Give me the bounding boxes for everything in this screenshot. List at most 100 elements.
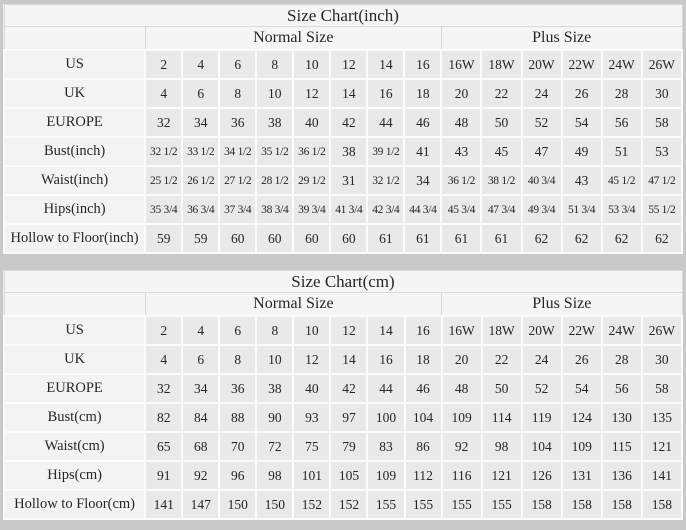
size-value-cell: 2 bbox=[144, 315, 184, 346]
size-value-cell: 53 3/4 bbox=[600, 194, 643, 225]
size-value-cell: 150 bbox=[218, 489, 258, 520]
row-label: Hips(inch) bbox=[2, 194, 146, 225]
size-value-cell: 93 bbox=[292, 402, 332, 433]
size-value-cell: 60 bbox=[255, 223, 295, 254]
size-value-cell: 42 3/4 bbox=[366, 194, 406, 225]
size-value-cell: 114 bbox=[480, 402, 523, 433]
row-label: Waist(cm) bbox=[2, 431, 146, 462]
size-value-cell: 65 bbox=[144, 431, 184, 462]
row-label: Hollow to Floor(cm) bbox=[2, 489, 146, 520]
size-value-cell: 26 bbox=[560, 344, 603, 375]
size-value-cell: 47 3/4 bbox=[480, 194, 523, 225]
size-value-cell: 35 1/2 bbox=[255, 136, 295, 167]
table-row: Hips(inch) 35 3/4 36 3/4 37 3/4 38 3/4 39 3/4… bbox=[2, 194, 684, 225]
size-value-cell: 42 bbox=[329, 107, 369, 138]
group-header-row: Normal Size Plus Size bbox=[3, 26, 683, 51]
size-value-cell: 61 bbox=[440, 223, 483, 254]
size-value-cell: 16 bbox=[403, 49, 443, 80]
size-value-cell: 45 1/2 bbox=[600, 165, 643, 196]
size-value-cell: 39 1/2 bbox=[366, 136, 406, 167]
size-value-cell: 8 bbox=[218, 78, 258, 109]
size-value-cell: 12 bbox=[292, 78, 332, 109]
size-value-cell: 52 bbox=[520, 107, 563, 138]
size-value-cell: 6 bbox=[181, 78, 221, 109]
size-value-cell: 48 bbox=[440, 107, 483, 138]
size-value-cell: 36 1/2 bbox=[292, 136, 332, 167]
size-value-cell: 152 bbox=[292, 489, 332, 520]
size-value-cell: 155 bbox=[403, 489, 443, 520]
size-value-cell: 86 bbox=[403, 431, 443, 462]
size-value-cell: 36 bbox=[218, 107, 258, 138]
size-value-cell: 32 1/2 bbox=[366, 165, 406, 196]
size-value-cell: 24 bbox=[520, 344, 563, 375]
size-value-cell: 104 bbox=[520, 431, 563, 462]
size-value-cell: 155 bbox=[480, 489, 523, 520]
size-value-cell: 60 bbox=[329, 223, 369, 254]
size-value-cell: 59 bbox=[181, 223, 221, 254]
size-value-cell: 51 bbox=[600, 136, 643, 167]
size-value-cell: 58 bbox=[640, 107, 684, 138]
size-value-cell: 70 bbox=[218, 431, 258, 462]
size-value-cell: 10 bbox=[255, 78, 295, 109]
size-value-cell: 155 bbox=[440, 489, 483, 520]
size-value-cell: 82 bbox=[144, 402, 184, 433]
size-value-cell: 20W bbox=[520, 49, 563, 80]
size-value-cell: 29 1/2 bbox=[292, 165, 332, 196]
row-label: Hollow to Floor(inch) bbox=[2, 223, 146, 254]
size-value-cell: 62 bbox=[560, 223, 603, 254]
size-value-cell: 44 bbox=[366, 107, 406, 138]
size-value-cell: 158 bbox=[600, 489, 643, 520]
size-value-cell: 4 bbox=[181, 49, 221, 80]
size-value-cell: 109 bbox=[560, 431, 603, 462]
size-value-cell: 55 1/2 bbox=[640, 194, 684, 225]
size-value-cell: 36 bbox=[218, 373, 258, 404]
size-value-cell: 36 3/4 bbox=[181, 194, 221, 225]
size-value-cell: 16 bbox=[403, 315, 443, 346]
size-value-cell: 88 bbox=[218, 402, 258, 433]
table-title-row: Size Chart(cm) bbox=[3, 270, 683, 293]
size-value-cell: 24W bbox=[600, 315, 643, 346]
size-value-cell: 14 bbox=[366, 49, 406, 80]
table-row: UK 4 6 8 10 12 14 16 18 20 22 24 26 28 30 bbox=[2, 344, 684, 375]
size-value-cell: 98 bbox=[255, 460, 295, 491]
size-value-cell: 62 bbox=[520, 223, 563, 254]
size-value-cell: 26W bbox=[640, 315, 684, 346]
size-chart-cm-table: Size Chart(cm) Normal Size Plus Size US 2 4 6 8… bbox=[2, 270, 684, 520]
size-value-cell: 26 bbox=[560, 78, 603, 109]
size-value-cell: 34 bbox=[181, 373, 221, 404]
size-value-cell: 121 bbox=[640, 431, 684, 462]
row-label: Bust(cm) bbox=[2, 402, 146, 433]
size-value-cell: 155 bbox=[366, 489, 406, 520]
table-row: EUROPE 32 34 36 38 40 42 44 46 48 50 52 54 56 58 bbox=[2, 107, 684, 138]
size-value-cell: 37 3/4 bbox=[218, 194, 258, 225]
size-value-cell: 38 1/2 bbox=[480, 165, 523, 196]
size-value-cell: 32 bbox=[144, 373, 184, 404]
size-value-cell: 90 bbox=[255, 402, 295, 433]
size-value-cell: 158 bbox=[640, 489, 684, 520]
corner-cell bbox=[3, 292, 146, 317]
size-value-cell: 45 bbox=[480, 136, 523, 167]
size-value-cell: 22 bbox=[480, 78, 523, 109]
row-label: Hips(cm) bbox=[2, 460, 146, 491]
size-value-cell: 109 bbox=[366, 460, 406, 491]
size-value-cell: 8 bbox=[255, 315, 295, 346]
size-value-cell: 44 bbox=[366, 373, 406, 404]
size-value-cell: 18 bbox=[403, 78, 443, 109]
table-row: Hollow to Floor(inch) 59 59 60 60 60 60 61 61 61 6… bbox=[2, 223, 684, 254]
size-value-cell: 92 bbox=[440, 431, 483, 462]
size-value-cell: 152 bbox=[329, 489, 369, 520]
size-value-cell: 130 bbox=[600, 402, 643, 433]
size-value-cell: 14 bbox=[329, 78, 369, 109]
size-value-cell: 8 bbox=[218, 344, 258, 375]
size-value-cell: 36 1/2 bbox=[440, 165, 483, 196]
size-value-cell: 12 bbox=[329, 49, 369, 80]
size-value-cell: 79 bbox=[329, 431, 369, 462]
size-value-cell: 8 bbox=[255, 49, 295, 80]
size-value-cell: 34 bbox=[181, 107, 221, 138]
size-value-cell: 56 bbox=[600, 373, 643, 404]
size-value-cell: 16 bbox=[366, 344, 406, 375]
normal-size-header: Normal Size bbox=[144, 26, 442, 51]
size-value-cell: 116 bbox=[440, 460, 483, 491]
size-value-cell: 48 bbox=[440, 373, 483, 404]
row-label: US bbox=[2, 315, 146, 346]
